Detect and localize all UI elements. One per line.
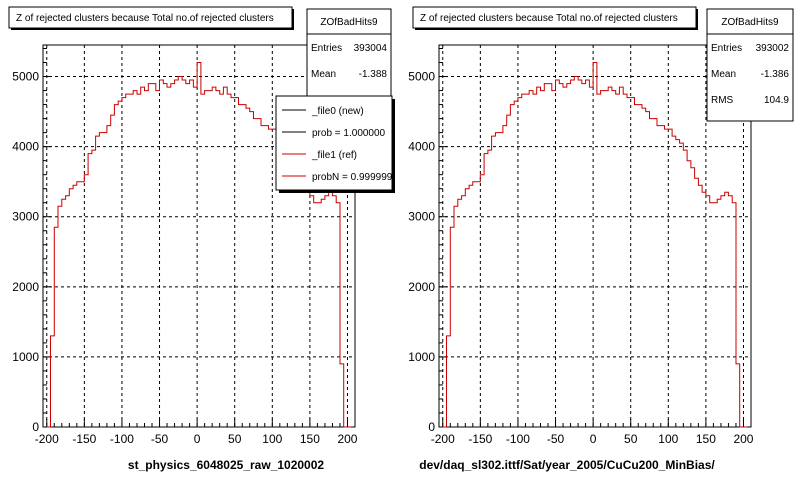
x-tick-label: 0 (590, 432, 597, 446)
y-tick-label: 0 (32, 420, 39, 434)
legend-label: probN = 0.999999 (312, 172, 393, 183)
grid-lines (43, 45, 355, 428)
histogram-panel-1: -200 -150 -100 -50 0 50 100 150 2000100020003000… (8, 6, 395, 472)
y-tick-label: 1000 (408, 350, 435, 364)
y-tick-label: 1000 (12, 350, 39, 364)
x-tick-label: -100 (506, 432, 530, 446)
x-tick-label: 100 (262, 432, 282, 446)
legend-label: prob = 1.000000 (312, 128, 386, 139)
x-tick-label: 0 (194, 432, 201, 446)
histogram-panel-2: -200 -150 -100 -50 0 50 100 150 2000100020003000… (408, 6, 794, 472)
legend-label: _file0 (new) (311, 106, 364, 117)
x-axis-title: st_physics_6048025_raw_1020002 (128, 458, 324, 472)
stats-value: 393002 (756, 43, 790, 54)
legend-label: _file1 (ref) (311, 150, 357, 161)
stats-value: -1.386 (761, 69, 790, 80)
x-tick-label: -50 (547, 432, 565, 446)
stats-label: RMS (711, 95, 734, 106)
chart-title: Z of rejected clusters because Total no.… (420, 13, 678, 24)
x-tick-label: -100 (110, 432, 134, 446)
stats-value: -1.388 (359, 69, 388, 80)
y-tick-label: 5000 (12, 70, 39, 84)
stats-value: 104.9 (764, 95, 789, 106)
plot-frame (438, 44, 752, 428)
stats-label: Mean (711, 69, 736, 80)
x-tick-label: -200 (431, 432, 455, 446)
y-tick-label: 0 (428, 420, 435, 434)
x-tick-label: 150 (696, 432, 716, 446)
x-tick-label: -200 (35, 432, 59, 446)
y-tick-label: 5000 (408, 70, 435, 84)
x-tick-label: -150 (468, 432, 492, 446)
x-tick-label: -50 (151, 432, 169, 446)
stats-label: Mean (311, 69, 336, 80)
x-tick-label: 200 (337, 432, 357, 446)
y-tick-label: 4000 (12, 140, 39, 154)
legend-frame (275, 95, 393, 191)
y-tick-label: 3000 (408, 210, 435, 224)
x-tick-label: -150 (72, 432, 96, 446)
x-tick-label: 50 (228, 432, 242, 446)
axis-ticks (43, 48, 348, 428)
stats-label: Entries (311, 43, 342, 54)
x-tick-label: 200 (733, 432, 753, 446)
histogram-series-1 (442, 62, 748, 428)
x-tick-label: 150 (300, 432, 320, 446)
legend-box: _file0 (new) prob = 1.000000 _file1 (ref) p… (275, 95, 395, 193)
x-tick-label: 100 (658, 432, 678, 446)
stats-box (306, 8, 392, 100)
x-axis-title: dev/daq_sl302.ittf/Sat/year_2005/CuCu200… (419, 458, 715, 472)
grid-lines (439, 45, 751, 428)
stats-label: Entries (711, 43, 742, 54)
y-tick-label: 4000 (408, 140, 435, 154)
y-tick-label: 2000 (408, 280, 435, 294)
y-tick-label: 3000 (12, 210, 39, 224)
chart-title: Z of rejected clusters because Total no.… (16, 13, 274, 24)
stats-value: 393004 (354, 43, 388, 54)
axis-ticks (439, 48, 744, 428)
stats-name: ZOfBadHits9 (320, 17, 378, 28)
x-tick-label: 50 (624, 432, 638, 446)
stats-name: ZOfBadHits9 (721, 17, 779, 28)
stats-box (706, 8, 794, 122)
y-tick-label: 2000 (12, 280, 39, 294)
